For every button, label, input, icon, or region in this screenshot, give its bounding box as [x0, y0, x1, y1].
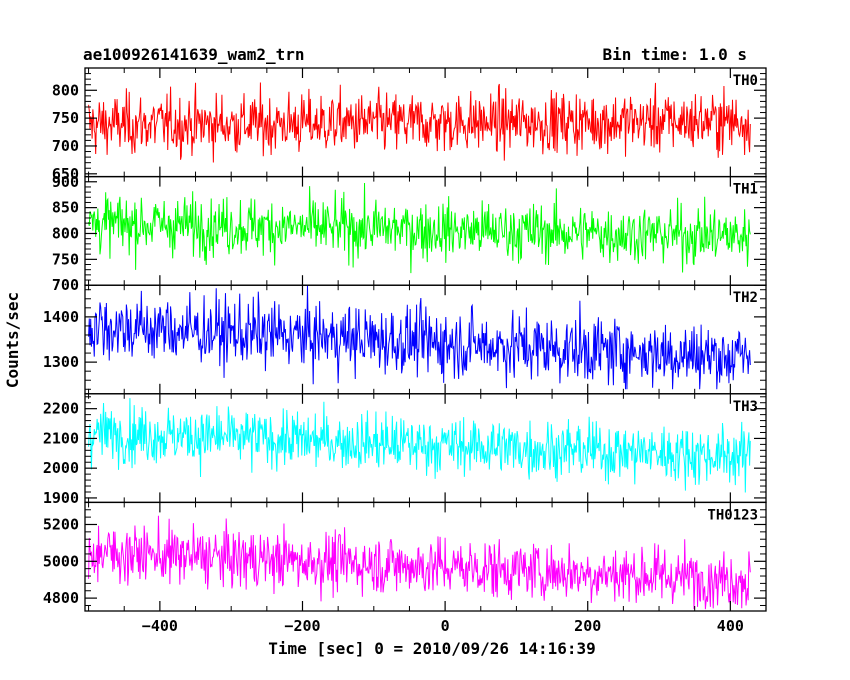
x-tick-label: 200 [574, 617, 601, 635]
panel-frame [84, 501, 767, 612]
y-tick-label: 5000 [43, 552, 79, 570]
series-line-th2 [88, 285, 751, 390]
y-axis-label: Counts/sec [3, 292, 22, 388]
x-tick-label: 400 [717, 617, 744, 635]
y-tick-label: 700 [52, 276, 79, 294]
y-tick-label: 1400 [43, 308, 79, 326]
y-tick-label: 2200 [43, 400, 79, 418]
panel-th0: 650 700 750 800 TH0 [52, 67, 767, 183]
series-line-th0 [88, 82, 751, 163]
y-tick-label: 800 [52, 81, 79, 99]
chart-title: ae100926141639_wam2_trn [83, 45, 305, 64]
panel-th2: 1300 1400 TH2 [43, 284, 767, 395]
panel-label: TH3 [733, 399, 758, 415]
y-tick-label: 4800 [43, 589, 79, 607]
y-tick-label: 700 [52, 137, 79, 155]
panel-label: TH0123 [707, 507, 758, 523]
y-tick-label: 5200 [43, 515, 79, 533]
y-tick-label: 650 [52, 165, 79, 183]
y-tick-label: 850 [52, 199, 79, 217]
panels: 650 700 750 800 TH0 700 750 800 850 900 TH1 1300 140… [43, 67, 767, 635]
series-line-th3 [88, 398, 751, 493]
panel-label: TH1 [733, 182, 758, 198]
x-tick-label: −200 [284, 617, 320, 635]
x-axis-label: Time [sec] 0 = 2010/09/26 14:16:39 [268, 639, 596, 658]
series-line-th1 [88, 183, 751, 274]
y-tick-label: 1900 [43, 489, 79, 507]
y-tick-label: 900 [52, 173, 79, 191]
y-tick-label: 750 [52, 250, 79, 268]
series-line-th0123 [88, 515, 751, 610]
panel-th0123: 4800 5000 5200 TH0123 [43, 501, 767, 612]
panel-label: TH2 [733, 290, 758, 306]
panel-th1: 700 750 800 850 900 TH1 [52, 173, 767, 294]
y-tick-label: 2000 [43, 459, 79, 477]
bin-time-label: Bin time: 1.0 s [603, 45, 748, 64]
panel-th3: 1900 2000 2100 2200 TH3 [43, 393, 767, 507]
y-tick-label: 2100 [43, 429, 79, 447]
x-tick-label: −400 [142, 617, 178, 635]
panel-label: TH0 [733, 73, 758, 89]
x-tick-label: 0 [441, 617, 450, 635]
y-tick-label: 750 [52, 109, 79, 127]
y-tick-label: 800 [52, 224, 79, 242]
y-tick-label: 1300 [43, 353, 79, 371]
